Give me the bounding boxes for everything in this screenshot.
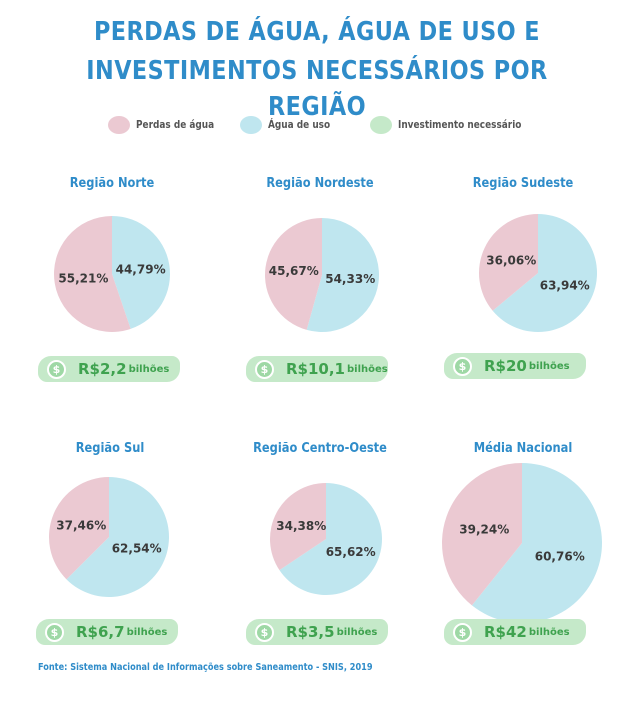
pie-label-loss: 39,24% [459, 523, 509, 537]
pie-slice-use [492, 214, 597, 332]
pie-slice-use [306, 218, 380, 332]
investment-amount: R$2,2 [78, 360, 127, 378]
legend-label-loss: Perdas de água [136, 119, 215, 131]
pie-chart-sudeste: 36,06% 63,94% [479, 214, 597, 332]
pie-chart-sul: 37,46% 62,54% [49, 477, 169, 597]
legend: Perdas de água Água de uso Investimento … [0, 116, 634, 140]
pie-slice-use [66, 477, 169, 597]
pie-slice-use [279, 483, 382, 595]
legend-label-use: Água de uso [268, 119, 331, 131]
pie-label-loss: 36,06% [486, 253, 536, 267]
pie-label-use: 60,76% [535, 549, 585, 563]
pie-slice-use [112, 216, 171, 329]
legend-label-invest: Investimento necessário [398, 119, 522, 131]
pie-label-loss: 55,21% [58, 272, 108, 286]
pie-label-use: 63,94% [540, 279, 590, 293]
pie-chart-media-nacional: 39,24% 60,76% [442, 463, 602, 623]
pie-label-use: 44,79% [116, 262, 166, 276]
legend-item-invest: Investimento necessário [370, 116, 543, 134]
region-title-nordeste: Região Nordeste [266, 176, 374, 191]
legend-swatch-invest [370, 116, 392, 134]
dollar-icon: $ [255, 359, 274, 379]
region-title-centro-oeste: Região Centro-Oeste [253, 441, 387, 456]
investment-unit: bilhões [528, 626, 570, 638]
pie-slice-loss [265, 218, 322, 330]
region-title-sudeste: Região Sudeste [472, 176, 574, 191]
pie-chart-centro-oeste: 34,38%65,62% [270, 483, 382, 595]
pie-chart-nordeste: 45,67% 54,33% [265, 218, 380, 332]
legend-swatch-use [240, 116, 262, 134]
pie-label-use: 65,62% [326, 545, 376, 559]
pie-label-use: 62,54% [112, 542, 162, 556]
investment-badge-media-nacional: $ R$42 bilhões [444, 619, 586, 645]
dollar-icon: $ [255, 622, 274, 642]
investment-amount: R$20 [484, 357, 527, 375]
legend-item-loss: Perdas de água [108, 116, 228, 134]
pie-label-loss: 37,46% [56, 518, 106, 532]
pie-slice-use [471, 463, 602, 623]
dollar-icon: $ [453, 356, 472, 376]
investment-amount: R$3,5 [286, 623, 335, 641]
investment-unit: bilhões [126, 626, 168, 638]
investment-unit: bilhões [336, 626, 378, 638]
investment-unit: bilhões [128, 363, 170, 375]
source-note: Fonte: Sistema Nacional de Informações s… [38, 662, 373, 673]
pie-label-loss: 34,38% [276, 519, 326, 533]
investment-unit: bilhões [347, 363, 388, 375]
region-title-sul: Região Sul [75, 441, 145, 456]
investment-badge-sudeste: $ R$20 bilhões [444, 353, 586, 379]
pie-chart-norte: 55,21% 44,79% [54, 216, 171, 332]
legend-item-use: Água de uso [240, 116, 341, 134]
region-title-media-nacional: Média Nacional [473, 441, 573, 456]
investment-amount: R$10,1 [286, 360, 345, 378]
investment-amount: R$6,7 [76, 623, 125, 641]
region-title-norte: Região Norte [69, 176, 155, 191]
legend-swatch-loss [108, 116, 130, 134]
dollar-icon: $ [47, 359, 66, 379]
investment-badge-sul: $ R$6,7 bilhões [36, 619, 178, 645]
investment-badge-norte: $ R$2,2 bilhões [38, 356, 180, 382]
pie-slice-loss [479, 214, 538, 311]
investment-amount: R$42 [484, 623, 527, 641]
pie-slice-loss [54, 216, 131, 332]
pie-slice-loss [49, 477, 109, 580]
page-title-line-2: INVESTIMENTOS NECESSÁRIOS POR REGIÃO [86, 56, 548, 122]
page-title-line-1: PERDAS DE ÁGUA, ÁGUA DE USO E [93, 17, 541, 47]
pie-label-loss: 45,67% [269, 264, 319, 278]
investment-unit: bilhões [528, 360, 570, 372]
pie-slice-loss [270, 483, 326, 571]
dollar-icon: $ [45, 622, 64, 642]
pie-label-use: 54,33% [325, 272, 375, 286]
dollar-icon: $ [453, 622, 472, 642]
investment-badge-centro-oeste: $ R$3,5 bilhões [246, 619, 388, 645]
pie-slice-loss [442, 463, 522, 606]
investment-badge-nordeste: $ R$10,1 bilhões [246, 356, 388, 382]
